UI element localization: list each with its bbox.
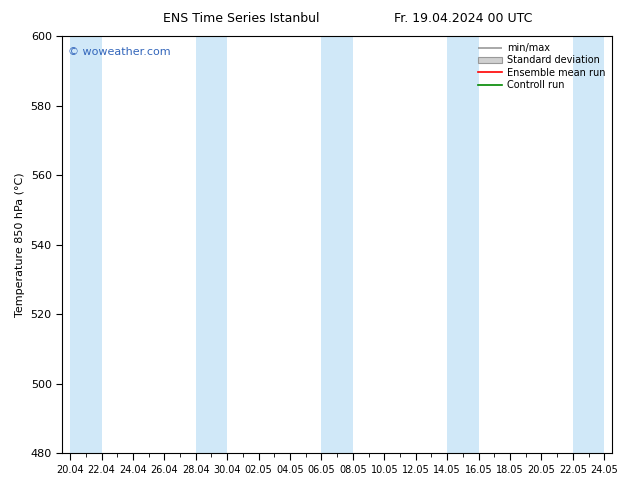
- Text: © woweather.com: © woweather.com: [68, 47, 171, 56]
- Bar: [70, 36, 101, 453]
- Bar: [573, 36, 604, 453]
- Legend: min/max, Standard deviation, Ensemble mean run, Controll run: min/max, Standard deviation, Ensemble me…: [476, 41, 607, 92]
- Bar: [321, 36, 353, 453]
- Bar: [196, 36, 227, 453]
- Text: ENS Time Series Istanbul: ENS Time Series Istanbul: [163, 12, 319, 25]
- Bar: [447, 36, 479, 453]
- Y-axis label: Temperature 850 hPa (°C): Temperature 850 hPa (°C): [15, 172, 25, 317]
- Text: Fr. 19.04.2024 00 UTC: Fr. 19.04.2024 00 UTC: [394, 12, 532, 25]
